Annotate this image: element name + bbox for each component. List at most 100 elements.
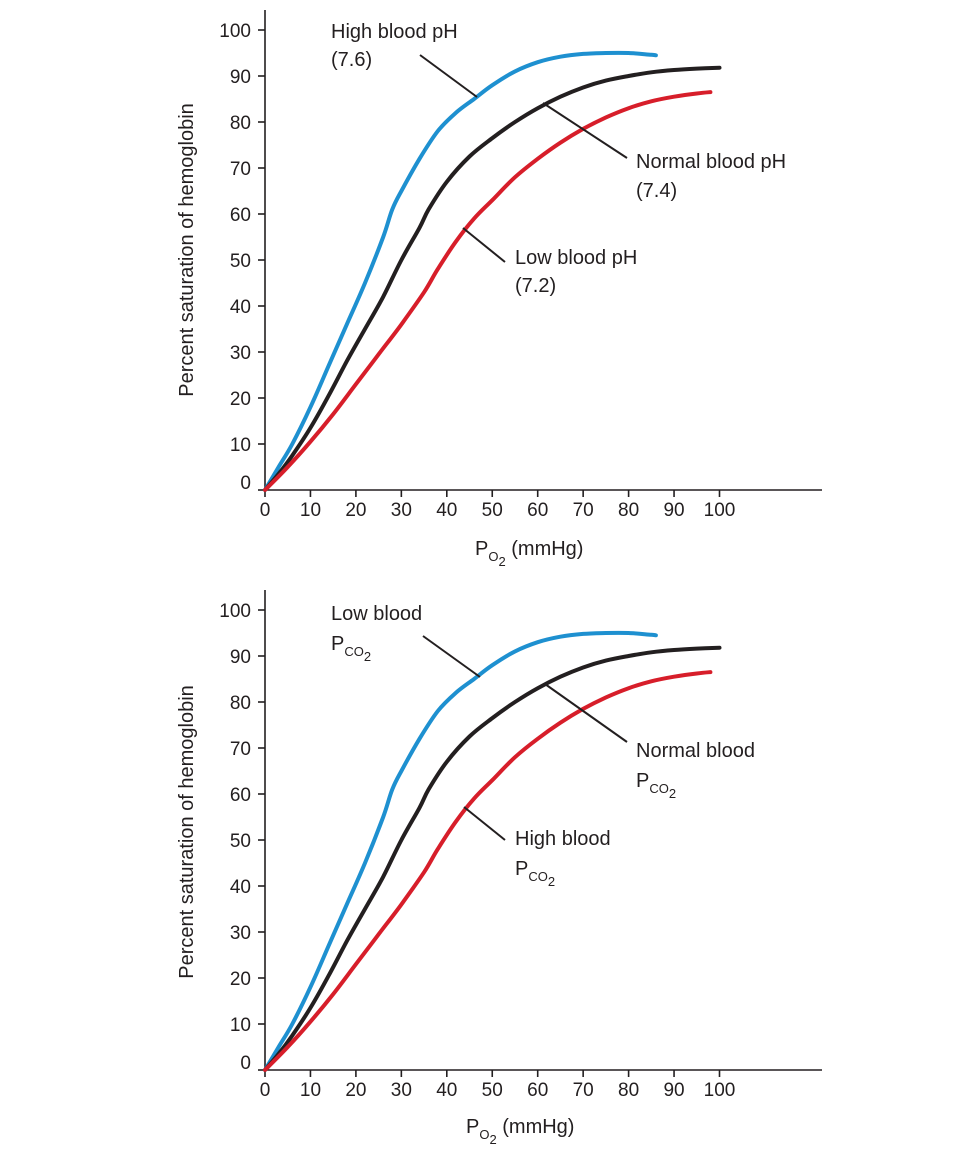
annotation-high-ph-line2: (7.6) (331, 49, 372, 71)
x-axis-title-rest: (mmHg) (506, 538, 584, 560)
annotation-high-pco2-main: P (515, 858, 528, 880)
y-tick-label: 40 (230, 297, 251, 318)
x-tick-label: 40 (436, 1080, 457, 1101)
annotation-low-ph: Low blood pH (7.2) (515, 247, 643, 297)
annotation-normal-pco2-line1: Normal blood (636, 740, 755, 762)
leader-normal-pco2 (544, 683, 628, 743)
x-tick-label: 80 (618, 500, 639, 521)
annotation-low-ph-line1: Low blood pH (515, 247, 637, 269)
curves-pco2 (263, 630, 722, 1072)
axes-pco2 (264, 590, 822, 1071)
x-axis-title: PO2 (mmHg) (466, 1116, 574, 1147)
annotation-low-ph-line2: (7.2) (515, 275, 556, 297)
y-tick-label: 50 (230, 251, 251, 272)
series-line-low-pco2 (263, 630, 658, 1072)
annotation-normal-ph: Normal blood pH (7.4) (636, 151, 792, 202)
annotation-high-pco2-line1: High blood (515, 828, 611, 850)
y-tick-label: 20 (230, 389, 251, 410)
series-line-normal-pco2 (263, 645, 722, 1072)
curves-ph (263, 50, 722, 492)
y-tick-label: 60 (230, 785, 251, 806)
ticks-ph: 0 10 20 30 40 50 60 70 80 90 100 0 10 20 30 40 50 60 70 80 9… (219, 21, 735, 521)
y-tick-label: 80 (230, 693, 251, 714)
y-tick-label: 100 (219, 601, 251, 622)
leaders-pco2 (422, 635, 628, 841)
annotation-high-pco2-subsub: 2 (548, 874, 555, 889)
annotation-low-pco2: Low blood PCO2 (331, 603, 428, 664)
leader-normal-ph (542, 102, 628, 159)
leader-high-pco2 (463, 806, 506, 841)
series-line-normal-ph (263, 65, 722, 492)
x-axis-title-sub: O (479, 1127, 489, 1142)
x-tick-label: 0 (260, 1080, 271, 1101)
y-tick-label: 40 (230, 877, 251, 898)
x-tick-label: 10 (300, 500, 321, 521)
annotation-normal-pco2: Normal blood PCO2 (636, 740, 761, 801)
series-line-high-pco2 (263, 670, 713, 1072)
y-tick-label: 10 (230, 435, 251, 456)
x-tick-label: 80 (618, 1080, 639, 1101)
y-axis-title: Percent saturation of hemoglobin (176, 685, 198, 979)
y-tick-label: 10 (230, 1015, 251, 1036)
x-axis-title-main: P (475, 538, 488, 560)
axes-ph (264, 10, 822, 491)
x-tick-label: 90 (663, 1080, 684, 1101)
y-tick-label: 70 (230, 159, 251, 180)
annotation-low-pco2-line1: Low blood (331, 603, 422, 625)
leader-high-ph (419, 54, 478, 98)
y-tick-label: 0 (240, 1053, 251, 1074)
ticks-pco2: 0 10 20 30 40 50 60 70 80 90 100 0 10 20 30 40 50 60 70 80 9… (219, 601, 735, 1101)
annotation-normal-pco2-main: P (636, 770, 649, 792)
x-tick-label: 50 (482, 1080, 503, 1101)
x-tick-label: 20 (345, 500, 366, 521)
x-axis-title-rest: (mmHg) (497, 1116, 575, 1138)
x-tick-label: 0 (260, 500, 271, 521)
annotation-high-pco2-sub: CO (528, 869, 548, 884)
annotation-high-ph: High blood pH (7.6) (331, 21, 463, 71)
leader-low-ph (462, 227, 506, 263)
annotation-high-ph-line1: High blood pH (331, 21, 458, 43)
annotation-normal-ph-line1: Normal blood pH (636, 151, 786, 173)
x-tick-label: 40 (436, 500, 457, 521)
y-tick-label: 90 (230, 647, 251, 668)
y-tick-label: 30 (230, 923, 251, 944)
y-tick-label: 100 (219, 21, 251, 42)
series-line-low-ph (263, 90, 713, 492)
chart-pco2: 0 10 20 30 40 50 60 70 80 90 100 0 10 20 30 40 50 60 70 80 9… (176, 590, 822, 1147)
leaders-ph (419, 54, 628, 263)
y-tick-label: 50 (230, 831, 251, 852)
x-axis-title-subsub: 2 (498, 554, 505, 569)
x-tick-label: 10 (300, 1080, 321, 1101)
annotation-normal-ph-line2: (7.4) (636, 180, 677, 202)
annotation-normal-pco2-sub: CO (649, 781, 669, 796)
annotation-low-pco2-sub: CO (344, 644, 364, 659)
annotation-high-pco2: High blood PCO2 (515, 828, 616, 889)
y-tick-label: 30 (230, 343, 251, 364)
x-tick-label: 70 (573, 1080, 594, 1101)
x-tick-label: 30 (391, 500, 412, 521)
x-tick-label: 50 (482, 500, 503, 521)
x-tick-label: 60 (527, 500, 548, 521)
x-tick-label: 100 (704, 500, 736, 521)
annotation-low-pco2-main: P (331, 633, 344, 655)
y-tick-label: 80 (230, 113, 251, 134)
annotation-normal-pco2-subsub: 2 (669, 786, 676, 801)
y-axis-title: Percent saturation of hemoglobin (176, 103, 198, 397)
annotation-low-pco2-subsub: 2 (364, 649, 371, 664)
leader-low-pco2 (422, 635, 481, 678)
x-tick-label: 60 (527, 1080, 548, 1101)
x-axis-title-subsub: 2 (489, 1132, 496, 1147)
x-axis-title: PO2 (mmHg) (475, 538, 583, 569)
series-line-high-ph (263, 50, 658, 492)
y-tick-label: 90 (230, 67, 251, 88)
y-tick-label: 60 (230, 205, 251, 226)
chart-ph: 0 10 20 30 40 50 60 70 80 90 100 0 10 20 30 40 50 60 70 80 9… (176, 10, 822, 569)
x-tick-label: 30 (391, 1080, 412, 1101)
x-axis-title-sub: O (488, 549, 498, 564)
y-tick-label: 20 (230, 969, 251, 990)
x-axis-title-main: P (466, 1116, 479, 1138)
x-tick-label: 70 (573, 500, 594, 521)
x-tick-label: 100 (704, 1080, 736, 1101)
x-tick-label: 20 (345, 1080, 366, 1101)
